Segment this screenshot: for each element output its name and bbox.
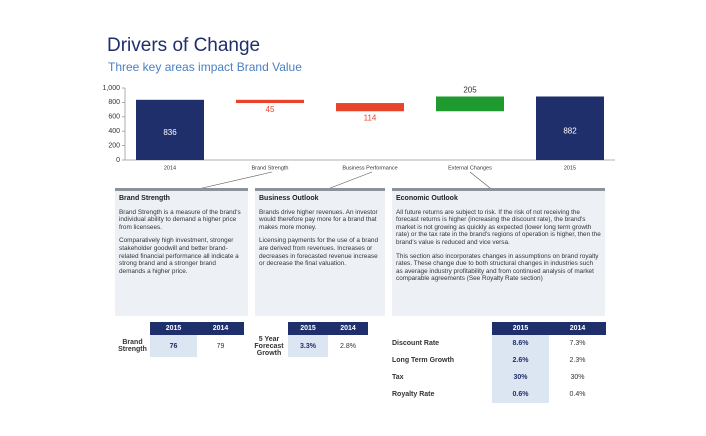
x-tick-label: 2014 (164, 165, 176, 171)
table-cell: 3.3% (288, 335, 328, 357)
table-cell: 79 (216, 342, 225, 350)
corner-cell (115, 322, 150, 335)
panel: Brand Strength Brand Strength is a measur… (115, 188, 248, 316)
row-label: 5 Year Forecast Growth (254, 335, 284, 357)
value-label: 114 (364, 113, 377, 122)
table-row: Tax 30% 30% (392, 369, 606, 386)
table-cell: 2.3% (569, 357, 586, 364)
column-header: 2015 (288, 322, 328, 335)
data-table: 2015 2014 Brand Strength 76 79 (115, 322, 244, 357)
x-tick-label: Business Performance (342, 165, 397, 171)
row-label: Discount Rate (392, 340, 440, 347)
bar (336, 103, 404, 112)
y-tick-label: 200 (108, 142, 120, 149)
table-cell: 8.6% (492, 335, 549, 352)
x-tick-label: 2015 (564, 165, 576, 171)
table-cell: 7.3% (569, 340, 586, 347)
table-cell: 30% (570, 374, 585, 381)
panel-text: Brand Strength is a measure of the brand… (119, 208, 241, 231)
row-label: Brand Strength (118, 339, 147, 353)
panel-title: Business Outlook (259, 195, 319, 202)
x-tick-label: Brand Strength (252, 165, 289, 171)
y-tick-label: 400 (108, 128, 120, 135)
panel: Business Outlook Brands drive higher reve… (255, 188, 385, 316)
table-row: Long Term Growth 2.6% 2.3% (392, 352, 606, 369)
panel-title: Economic Outlook (396, 195, 458, 202)
column-header: 2015 (492, 322, 549, 335)
column-header: 2014 (549, 322, 606, 335)
row-label: Tax (392, 374, 404, 381)
y-tick-label: 0 (116, 157, 120, 164)
row-label: Long Term Growth (392, 357, 455, 364)
table-cell: 76 (150, 335, 197, 357)
bar (536, 96, 604, 160)
table-cell: 30% (492, 369, 549, 386)
y-tick-label: 800 (108, 99, 120, 106)
header-row: 2015 2014 (392, 322, 606, 335)
value-label: 836 (163, 128, 177, 137)
column-header: 2014 (328, 322, 368, 335)
table-row: Royalty Rate 0.6% 0.4% (392, 386, 606, 403)
bar (236, 99, 304, 104)
value-label: 205 (463, 86, 477, 95)
chart-title: Drivers of Change (107, 35, 260, 56)
table-row: 5 Year Forecast Growth 3.3% 2.8% (250, 335, 368, 357)
panel-text: This section also incorporates changes i… (396, 252, 599, 283)
header-row: 2015 2014 (250, 322, 368, 335)
panel-title: Brand Strength (119, 195, 170, 202)
panel-text: All future returns are subject to risk. … (396, 208, 601, 246)
column-header: 2015 (150, 322, 197, 335)
column-header: 2014 (197, 322, 244, 335)
panel: Economic Outlook All future returns are s… (392, 188, 605, 316)
table-cell: 2.6% (492, 352, 549, 369)
data-table: 2015 2014 5 Year Forecast Growth 3.3% 2.8% (250, 322, 368, 357)
panel-text: Licensing payments for the use of a bran… (259, 237, 379, 268)
value-label: 45 (266, 105, 275, 114)
y-tick-label: 600 (108, 114, 120, 121)
chart-subtitle: Three key areas impact Brand Value (108, 60, 302, 74)
table-cell: 0.6% (492, 386, 549, 403)
y-tick-label: 1,000 (102, 85, 120, 92)
row-label: Royalty Rate (392, 391, 435, 398)
panel-text: Comparatively high investment, stronger … (119, 237, 239, 275)
corner-cell (250, 322, 288, 335)
table-cell: 2.8% (340, 342, 356, 350)
corner-cell (392, 322, 492, 335)
data-table: 2015 2014 Discount Rate 8.6% 7.3% Long Term G… (392, 322, 606, 403)
table-cell: 0.4% (569, 391, 586, 398)
panel-text: Brands drive higher revenues. An investo… (259, 208, 378, 231)
value-label: 882 (563, 126, 577, 135)
header-row: 2015 2014 (115, 322, 244, 335)
bar (136, 99, 204, 160)
bar (436, 96, 504, 112)
x-tick-label: External Changes (448, 165, 492, 171)
table-row: Discount Rate 8.6% 7.3% (392, 335, 606, 352)
table-row: Brand Strength 76 79 (115, 335, 244, 357)
